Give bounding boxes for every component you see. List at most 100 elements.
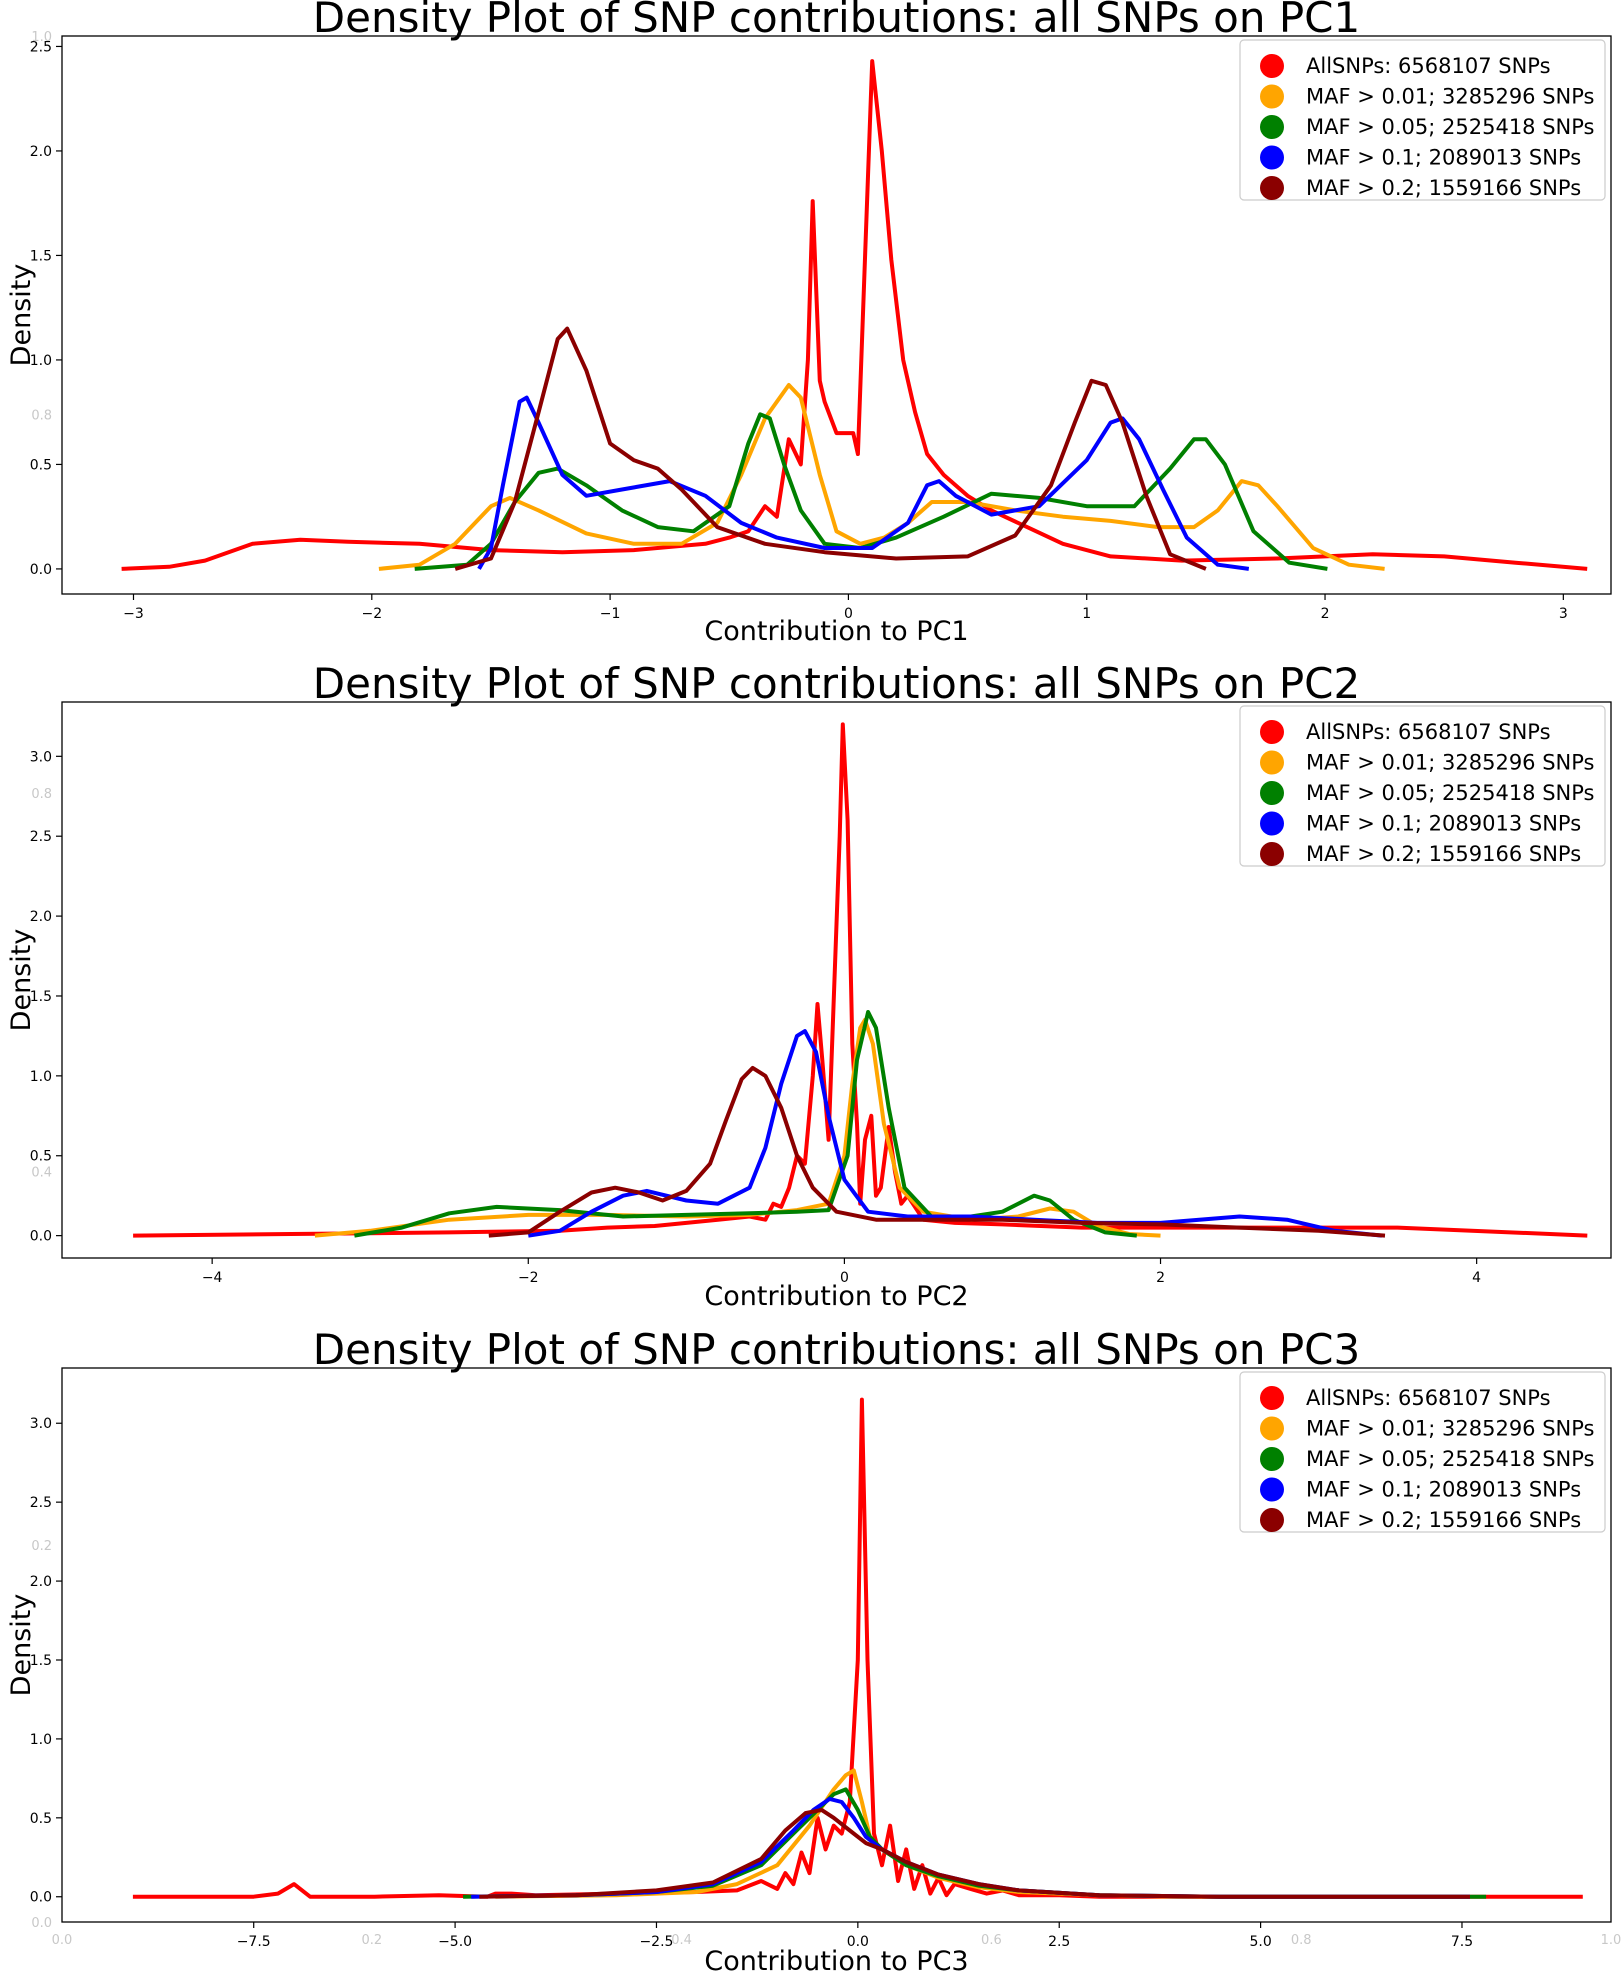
y-tick-label: 2.5	[30, 39, 52, 55]
legend-marker-maf01	[1260, 1477, 1284, 1502]
x-tick-label: −1	[600, 606, 621, 622]
x-tick-label: 2	[1156, 1270, 1165, 1286]
x-axis-label: Contribution to PC2	[704, 1281, 968, 1312]
legend-entry: MAF > 0.05; 2525418 SNPs	[1306, 1447, 1595, 1471]
legend-entry: MAF > 0.05; 2525418 SNPs	[1306, 115, 1595, 139]
y-tick-label: 1.5	[30, 248, 52, 264]
legend-entry: MAF > 0.01; 3285296 SNPs	[1306, 1417, 1595, 1441]
x-tick-label: 1	[1082, 606, 1091, 622]
x-tick-label: 4	[1472, 1270, 1481, 1286]
ghost-x-tick-label: 0.8	[1291, 1933, 1312, 1948]
y-tick-label: 0.5	[30, 457, 52, 473]
legend-marker-maf02	[1260, 176, 1284, 200]
legend-marker-maf01	[1260, 145, 1284, 170]
axes-frame	[61, 35, 1612, 595]
series-lines	[133, 722, 1588, 1238]
y-tick-label: 2.5	[30, 1495, 52, 1511]
legend-entry: AllSNPs: 6568107 SNPs	[1306, 1386, 1551, 1410]
legend: AllSNPs: 6568107 SNPs MAF > 0.01; 3285296…	[1239, 705, 1606, 867]
series-line-maf001	[314, 1017, 1161, 1238]
x-tick-label: 0	[840, 1270, 849, 1286]
legend-entry: MAF > 0.2; 1559166 SNPs	[1306, 842, 1581, 866]
x-tick-label: 2.5	[1048, 1934, 1070, 1950]
legend: AllSNPs: 6568107 SNPs MAF > 0.01; 3285296…	[1239, 39, 1606, 201]
ghost-x-tick-label: 0.0	[52, 1933, 73, 1948]
x-tick-label: 5.0	[1249, 1934, 1271, 1950]
series-line-maf02	[454, 326, 1207, 571]
legend-marker-allsnps	[1260, 1386, 1284, 1410]
legend-entry: MAF > 0.2; 1559166 SNPs	[1306, 1508, 1581, 1532]
y-axis-label: Density	[6, 929, 37, 1032]
chart-panel-pc2: Density Plot of SNP contributions: all S…	[6, 659, 1612, 1312]
y-tick-label: 0.5	[30, 1811, 52, 1827]
ghost-x-tick-label: 0.2	[361, 1933, 382, 1948]
legend-box	[1239, 39, 1606, 201]
legend-entry: MAF > 0.2; 1559166 SNPs	[1306, 176, 1581, 200]
legend-marker-maf02	[1260, 1508, 1284, 1532]
y-axis-label: Density	[6, 264, 37, 367]
legend-marker-allsnps	[1260, 720, 1284, 744]
ghost-tick-label: 0.2	[31, 1539, 52, 1554]
x-axis-label: Contribution to PC3	[704, 1946, 968, 1976]
ghost-x-tick-label: 1.0	[1601, 1933, 1622, 1948]
y-tick-label: 1.0	[30, 353, 52, 369]
ghost-x-tick-label: 0.4	[671, 1933, 692, 1948]
y-tick-label: 1.5	[30, 1653, 52, 1669]
x-tick-label: 3	[1559, 606, 1568, 622]
legend-marker-allsnps	[1260, 54, 1284, 78]
y-tick-label: 2.5	[30, 829, 52, 845]
series-line-maf001	[495, 1768, 1462, 1899]
legend-entry: MAF > 0.1; 2089013 SNPs	[1306, 1478, 1581, 1502]
y-tick-label: 0.0	[30, 562, 52, 578]
legend-marker-maf001	[1260, 1416, 1284, 1441]
x-tick-label: 0.0	[847, 1934, 869, 1950]
y-tick-label: 0.0	[30, 1890, 52, 1906]
x-tick-label: −7.5	[237, 1934, 271, 1950]
ghost-tick-label: 0.4	[31, 1166, 52, 1181]
x-tick-label: −2.5	[639, 1934, 673, 1950]
y-tick-label: 0.0	[30, 1229, 52, 1245]
ghost-tick-label: 1.0	[31, 30, 52, 45]
legend-entry: MAF > 0.1; 2089013 SNPs	[1306, 812, 1581, 836]
legend-marker-maf005	[1260, 781, 1284, 805]
series-line-maf01	[527, 1029, 1383, 1238]
x-tick-label: 2	[1321, 606, 1330, 622]
chart-title: Density Plot of SNP contributions: all S…	[313, 659, 1360, 708]
chart-title: Density Plot of SNP contributions: all S…	[313, 0, 1360, 42]
x-tick-label: −5.0	[438, 1934, 472, 1950]
legend-marker-maf001	[1260, 84, 1284, 109]
y-axis-label: Density	[6, 1594, 37, 1697]
legend-entry: AllSNPs: 6568107 SNPs	[1306, 720, 1551, 744]
y-tick-label: 2.0	[30, 144, 52, 160]
legend-marker-maf02	[1260, 842, 1284, 866]
y-tick-label: 3.0	[30, 749, 52, 765]
legend: AllSNPs: 6568107 SNPs MAF > 0.01; 3285296…	[1239, 1371, 1606, 1533]
x-tick-label: −2	[361, 606, 382, 622]
legend-marker-maf01	[1260, 811, 1284, 836]
legend-entry: MAF > 0.01; 3285296 SNPs	[1306, 85, 1595, 109]
legend-entry: MAF > 0.1; 2089013 SNPs	[1306, 146, 1581, 170]
legend-box	[1239, 1371, 1606, 1533]
series-line-maf005	[354, 1010, 1138, 1238]
x-tick-label: −2	[518, 1270, 539, 1286]
chart-panel-pc3: Density Plot of SNP contributions: all S…	[6, 1325, 1621, 1976]
legend-marker-maf005	[1260, 115, 1284, 139]
y-tick-label: 1.5	[30, 989, 52, 1005]
axes-frame	[61, 1367, 1612, 1923]
y-tick-label: 2.0	[30, 909, 52, 925]
ghost-tick-label: 0.0	[31, 1916, 52, 1931]
chart-panel-pc1: Density Plot of SNP contributions: all S…	[6, 0, 1612, 647]
x-tick-label: 0	[844, 606, 853, 622]
y-tick-label: 1.0	[30, 1069, 52, 1085]
series-line-maf01	[477, 395, 1250, 571]
series-line-maf005	[414, 412, 1328, 571]
y-tick-label: 3.0	[30, 1416, 52, 1432]
axes-frame	[61, 701, 1612, 1259]
x-tick-label: 7.5	[1451, 1934, 1473, 1950]
x-tick-label: −4	[202, 1270, 223, 1286]
y-tick-label: 2.0	[30, 1574, 52, 1590]
x-axis-label: Contribution to PC1	[704, 616, 968, 647]
x-tick-label: −3	[123, 606, 144, 622]
series-line-maf02	[479, 1807, 1470, 1899]
